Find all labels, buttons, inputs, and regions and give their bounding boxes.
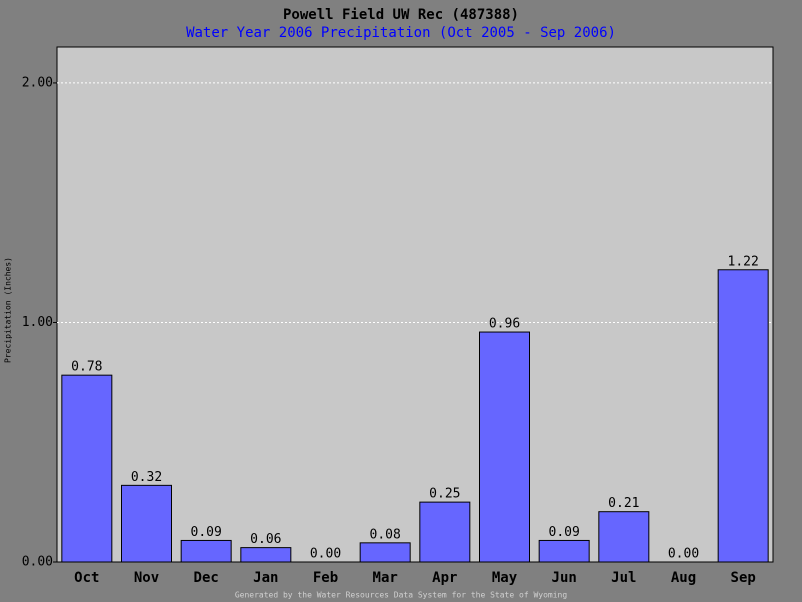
x-tick-label: Jul — [611, 570, 636, 586]
data-label: 0.78 — [71, 360, 102, 375]
x-tick-label: Jan — [253, 570, 278, 586]
bar — [419, 501, 471, 563]
data-label: 0.06 — [250, 532, 281, 547]
x-tick-label: Dec — [194, 570, 219, 586]
bar — [479, 331, 530, 563]
data-label: 0.00 — [310, 547, 341, 562]
plot-area — [56, 46, 774, 563]
x-tick-label: Mar — [373, 570, 398, 586]
x-tick-label: Sep — [731, 570, 756, 586]
x-tick-label: Feb — [313, 570, 338, 586]
chart-subtitle: Water Year 2006 Precipitation (Oct 2005 … — [186, 25, 616, 41]
data-label: 0.09 — [191, 525, 222, 540]
y-tick-label: 0.00 — [22, 555, 53, 570]
y-tick-label: 2.00 — [22, 75, 53, 90]
data-label: 0.09 — [549, 525, 580, 540]
x-tick-label: Aug — [671, 570, 696, 586]
x-tick-label: Nov — [134, 570, 159, 586]
data-label: 0.96 — [489, 317, 520, 332]
x-tick-label: Oct — [74, 570, 99, 586]
x-tick-label: May — [492, 570, 518, 586]
bar — [538, 539, 590, 563]
data-label: 0.21 — [608, 496, 639, 511]
chart-title: Powell Field UW Rec (487388) — [283, 7, 519, 23]
y-tick-label: 1.00 — [22, 315, 53, 330]
bar — [717, 269, 769, 563]
y-axis-label: Precipitation (Inches) — [4, 257, 13, 363]
data-label: 0.25 — [429, 487, 460, 502]
data-label: 0.00 — [668, 547, 699, 562]
bar — [121, 484, 172, 563]
x-tick-label: Jun — [552, 570, 577, 586]
data-label: 1.22 — [728, 254, 759, 269]
x-tick-label: Apr — [432, 570, 457, 586]
bar — [359, 542, 411, 563]
bar — [61, 374, 113, 563]
data-label: 0.32 — [131, 470, 162, 485]
footer: Generated by the Water Resources Data Sy… — [235, 591, 568, 600]
bar — [240, 547, 292, 563]
data-label: 0.08 — [370, 527, 401, 542]
bar — [598, 511, 650, 563]
bar — [180, 539, 232, 563]
